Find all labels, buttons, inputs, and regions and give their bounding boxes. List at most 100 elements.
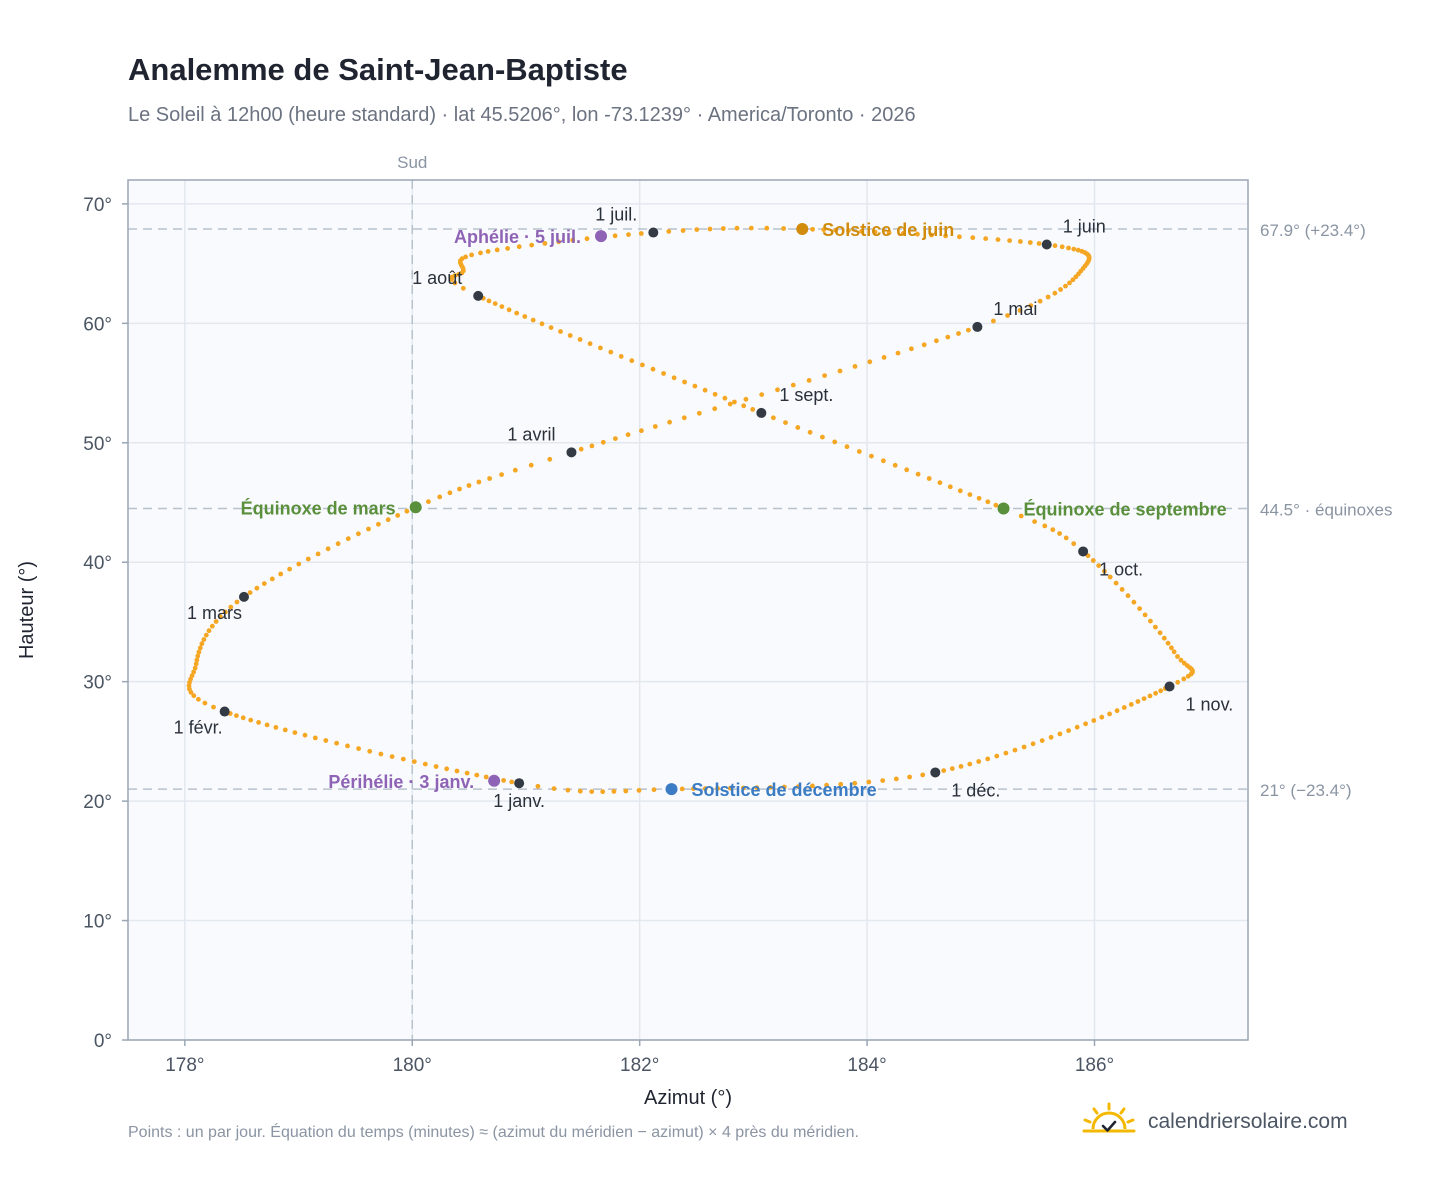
daily-sun-point bbox=[269, 576, 275, 582]
daily-sun-point bbox=[222, 609, 228, 615]
daily-sun-point bbox=[485, 249, 491, 254]
daily-sun-point bbox=[1091, 718, 1097, 723]
daily-sun-point bbox=[1121, 705, 1127, 710]
daily-sun-point bbox=[983, 236, 989, 242]
daily-sun-point bbox=[1153, 690, 1158, 696]
daily-sun-point bbox=[1107, 574, 1113, 580]
plot-border bbox=[127, 179, 1249, 1041]
daily-sun-point bbox=[1113, 580, 1119, 586]
daily-sun-point bbox=[202, 700, 208, 706]
daily-sun-point bbox=[671, 375, 677, 381]
month-marker bbox=[238, 591, 249, 602]
month-marker bbox=[473, 290, 484, 301]
x-tick-label: 186° bbox=[1075, 1055, 1114, 1076]
daily-sun-point bbox=[651, 787, 657, 793]
daily-sun-point bbox=[886, 230, 892, 236]
daily-sun-point bbox=[1028, 303, 1034, 308]
daily-sun-point bbox=[822, 373, 827, 378]
daily-sun-point bbox=[589, 443, 595, 449]
daily-sun-point bbox=[957, 234, 962, 240]
altitude-reference-label: 21° (−23.4°) bbox=[1260, 781, 1352, 800]
brand-name[interactable]: calendriersolaire.com bbox=[1148, 1109, 1348, 1133]
daily-sun-point bbox=[460, 285, 466, 291]
daily-sun-point bbox=[483, 774, 489, 780]
daily-sun-point bbox=[195, 653, 201, 659]
daily-sun-point bbox=[325, 546, 331, 552]
daily-sun-point bbox=[1181, 676, 1187, 682]
plot-area bbox=[128, 180, 1248, 1040]
daily-sun-point bbox=[273, 725, 279, 730]
month-label: 1 mars bbox=[187, 603, 242, 623]
daily-sun-point bbox=[900, 231, 906, 236]
altitude-reference-label: 67.9° (+23.4°) bbox=[1260, 221, 1366, 240]
daily-sun-point bbox=[1007, 238, 1012, 244]
daily-sun-point bbox=[629, 358, 635, 364]
daily-sun-point bbox=[837, 368, 843, 374]
daily-sun-point bbox=[967, 492, 973, 497]
daily-sun-point bbox=[584, 236, 590, 242]
daily-sun-point bbox=[1165, 640, 1171, 646]
daily-sun-point bbox=[947, 484, 953, 490]
daily-sun-point bbox=[600, 439, 606, 445]
month-marker bbox=[972, 321, 983, 332]
daily-sun-point bbox=[680, 228, 686, 233]
daily-sun-point bbox=[650, 366, 656, 372]
daily-sun-point bbox=[196, 649, 202, 655]
daily-sun-point bbox=[1032, 519, 1037, 524]
daily-sun-point bbox=[915, 231, 920, 237]
daily-sun-point bbox=[367, 748, 373, 754]
daily-sun-point bbox=[598, 345, 603, 351]
daily-sun-point bbox=[743, 396, 749, 402]
daily-sun-point bbox=[1050, 527, 1056, 533]
daily-sun-point bbox=[356, 746, 361, 751]
daily-sun-point bbox=[578, 446, 584, 452]
daily-sun-point bbox=[682, 379, 687, 385]
daily-sun-point bbox=[993, 502, 999, 508]
daily-sun-point bbox=[652, 424, 658, 429]
daily-sun-point bbox=[667, 419, 672, 425]
daily-sun-point bbox=[681, 415, 687, 421]
daily-sun-point bbox=[1012, 747, 1018, 753]
daily-sun-point bbox=[548, 325, 554, 330]
month-label: 1 janv. bbox=[493, 791, 545, 811]
axis-ticks: 178° 180° 182° 184° 186° 0° 10° 20° 30° 40° 50° 60°… bbox=[83, 195, 1114, 1076]
daily-sun-point bbox=[856, 449, 862, 454]
daily-sun-point bbox=[934, 338, 939, 344]
daily-sun-point bbox=[970, 235, 976, 241]
daily-sun-point bbox=[264, 722, 270, 728]
daily-sun-point bbox=[411, 759, 417, 764]
daily-sun-point bbox=[702, 786, 708, 791]
brand[interactable]: calendriersolaire.com bbox=[1082, 1102, 1348, 1141]
daily-sun-point bbox=[694, 227, 700, 233]
daily-sun-point bbox=[1021, 744, 1027, 750]
daily-sun-point bbox=[611, 789, 617, 794]
daily-sun-point bbox=[522, 314, 528, 319]
daily-sun-point bbox=[1148, 618, 1153, 624]
daily-sun-point bbox=[1057, 731, 1063, 737]
daily-sun-point bbox=[1037, 298, 1043, 304]
daily-sun-point bbox=[859, 228, 864, 234]
chart-subtitle: Le Soleil à 12h00 (heure standard) · lat… bbox=[128, 104, 916, 126]
daily-sun-point bbox=[869, 453, 874, 459]
month-marker bbox=[566, 447, 577, 458]
month-marker bbox=[1041, 239, 1052, 250]
event-label: Périhélie · 3 janv. bbox=[328, 772, 474, 792]
daily-sun-point bbox=[1135, 699, 1141, 704]
daily-sun-point bbox=[949, 766, 955, 771]
daily-sun-point bbox=[282, 727, 288, 733]
daily-sun-point bbox=[976, 759, 982, 764]
event-marker bbox=[997, 502, 1010, 515]
daily-sun-point bbox=[542, 241, 548, 246]
daily-sun-point bbox=[771, 415, 776, 421]
daily-sun-point bbox=[748, 225, 754, 231]
y-tick-label: 70° bbox=[83, 195, 112, 216]
daily-sun-point bbox=[287, 566, 292, 572]
daily-sun-point bbox=[945, 334, 951, 340]
daily-sun-point bbox=[790, 382, 796, 388]
daily-sun-point bbox=[302, 732, 308, 738]
daily-sun-point bbox=[1142, 612, 1148, 618]
daily-sun-point bbox=[335, 541, 341, 547]
daily-sun-point bbox=[1096, 563, 1102, 568]
daily-sun-point bbox=[1066, 728, 1071, 733]
y-tick-label: 40° bbox=[83, 553, 112, 574]
